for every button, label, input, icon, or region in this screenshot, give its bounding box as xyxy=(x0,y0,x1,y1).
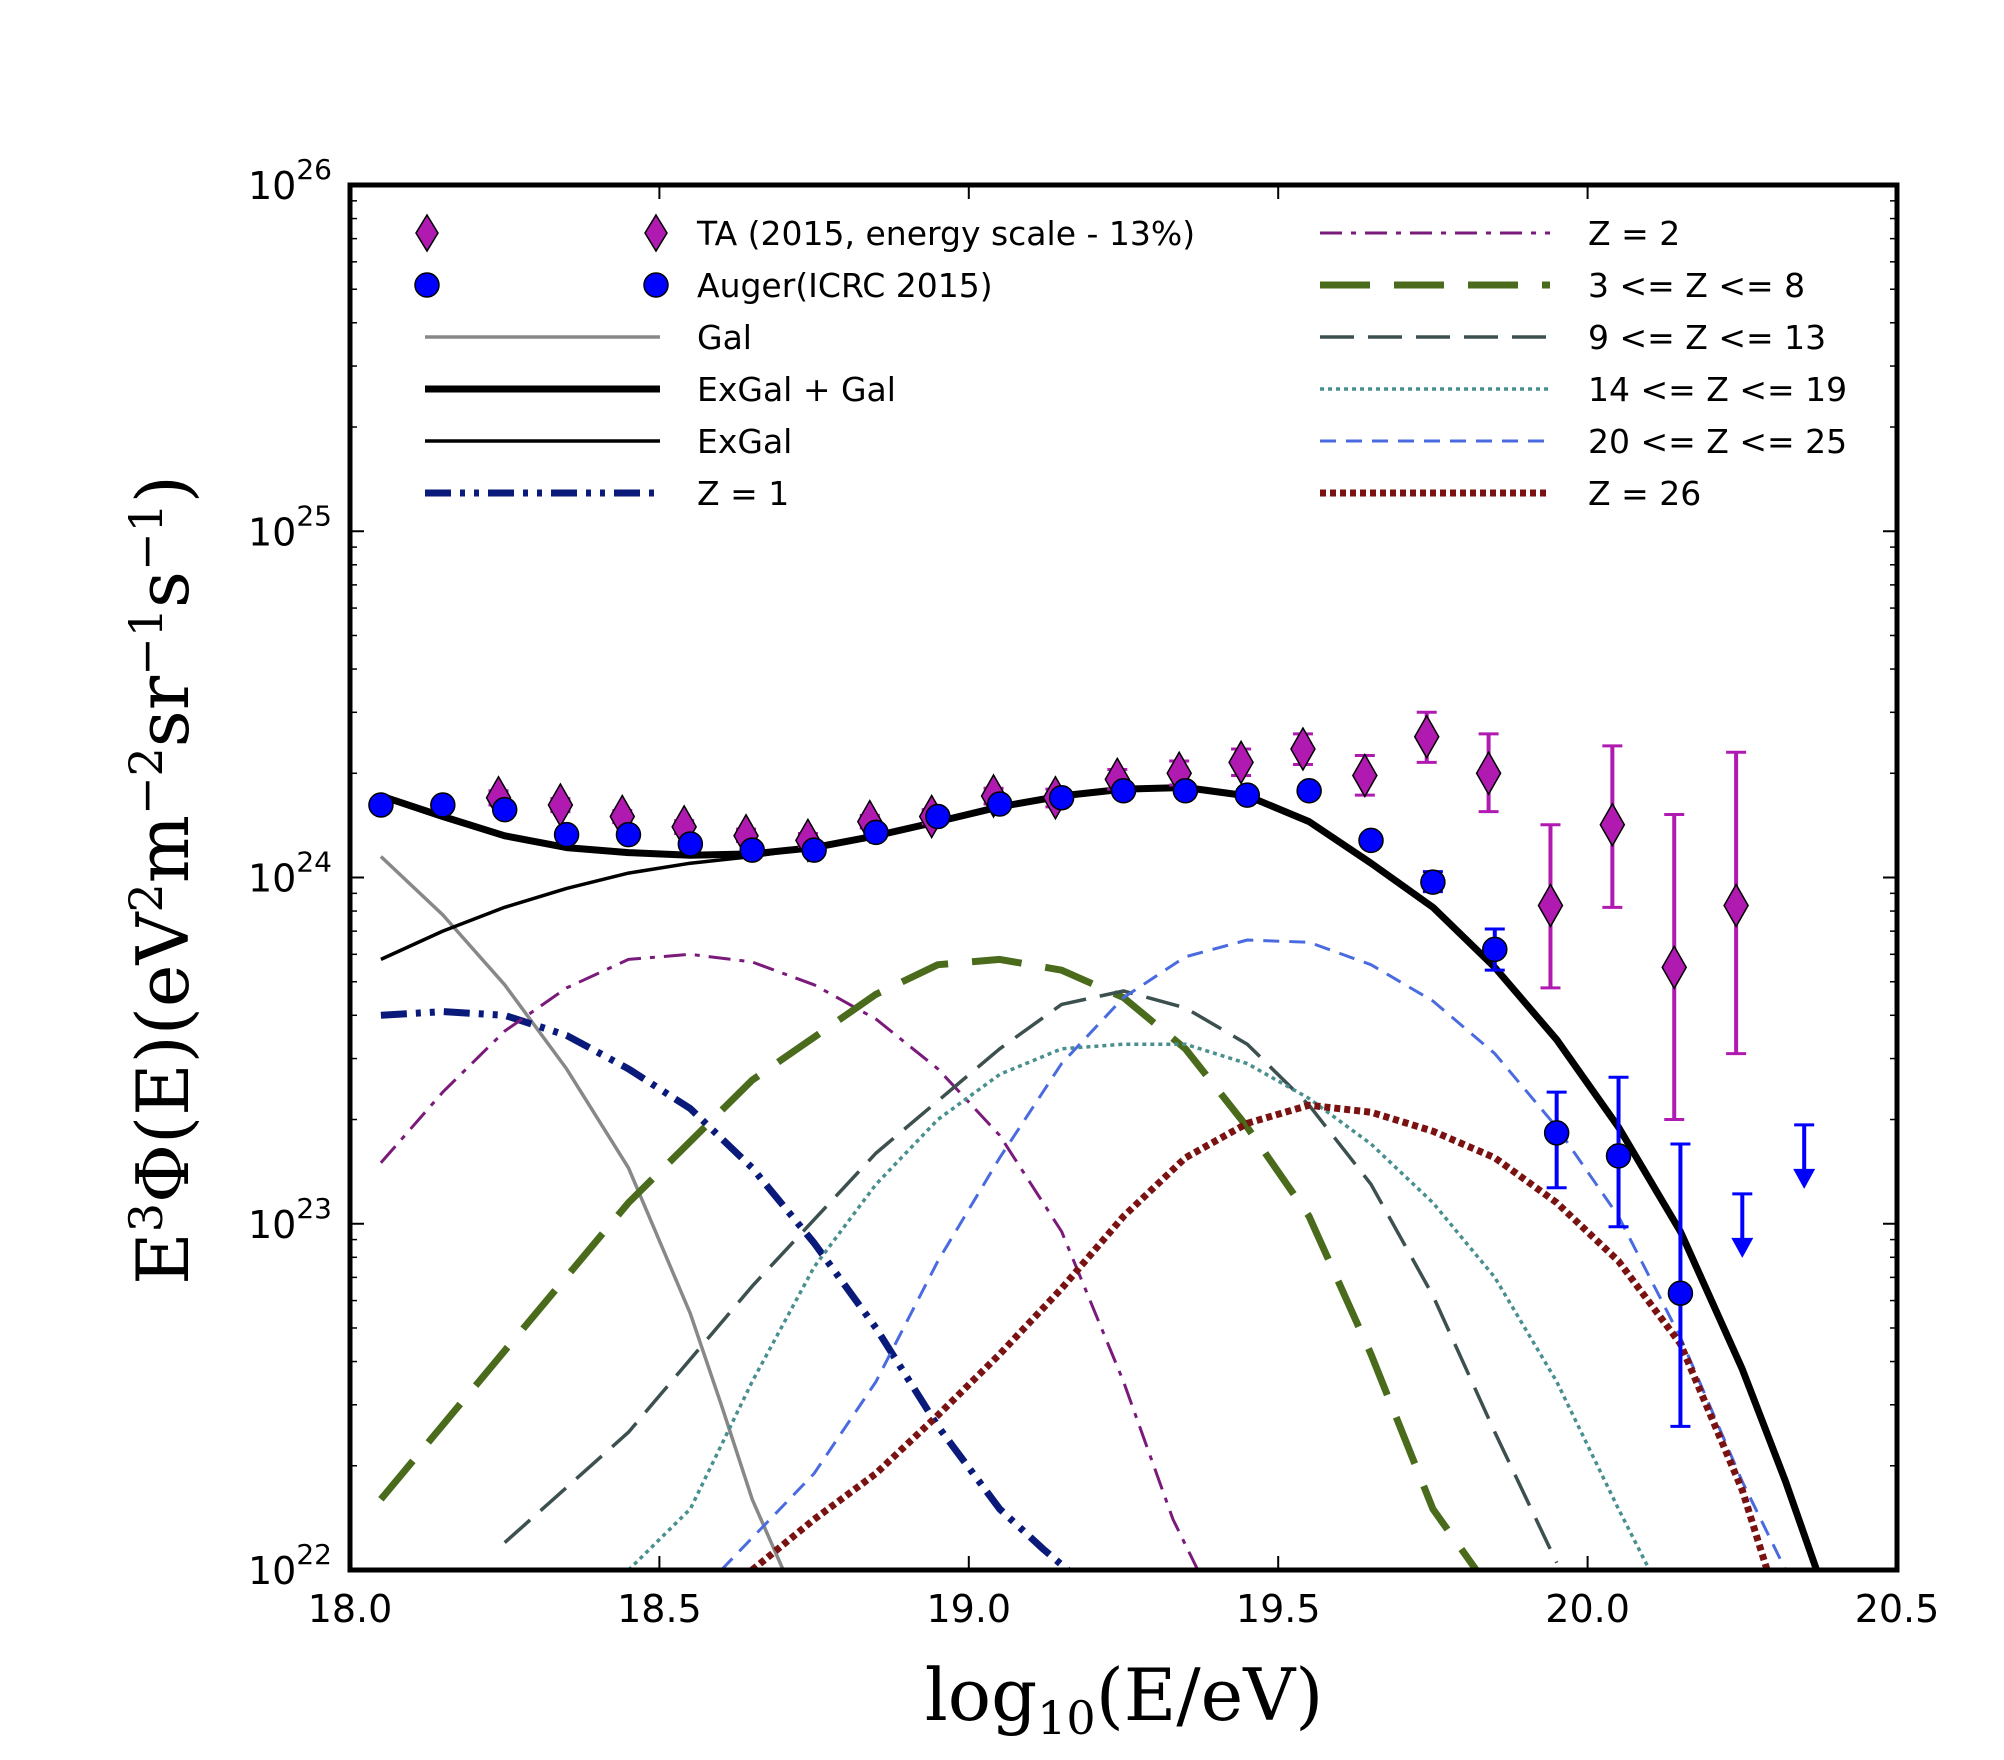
y-tick-label: 1022 xyxy=(248,1538,332,1593)
x-tick-label: 18.0 xyxy=(308,1587,393,1631)
auger-point xyxy=(553,821,580,848)
auger-point xyxy=(801,837,827,863)
x-tick-label: 19.0 xyxy=(926,1587,1011,1631)
x-tick-label: 20.5 xyxy=(1855,1587,1940,1631)
legend: TA (2015, energy scale - 13%) Auger(ICRC … xyxy=(414,213,1847,513)
series-line-gal xyxy=(379,855,785,1570)
auger-point xyxy=(491,796,518,823)
auger-point xyxy=(1048,784,1075,811)
legend-marker-ta xyxy=(415,213,439,253)
ta-point xyxy=(1413,714,1440,760)
series-line-z20_25 xyxy=(720,938,1787,1570)
y-tick-label: 1024 xyxy=(248,846,332,901)
series-line-z2 xyxy=(379,952,1200,1570)
legend-label-z3_8: 3 <= Z <= 8 xyxy=(1588,266,1805,305)
auger-point xyxy=(368,792,394,818)
ta-point xyxy=(1228,739,1254,785)
ta-point xyxy=(1661,944,1688,990)
legend-label-z1: Z = 1 xyxy=(697,474,789,513)
auger-point xyxy=(1482,936,1508,963)
auger-upper-limit-arrow xyxy=(1731,1237,1754,1258)
auger-point xyxy=(986,791,1013,817)
legend-label-gal: Gal xyxy=(697,318,752,357)
legend-label-z20_25: 20 <= Z <= 25 xyxy=(1588,422,1847,461)
legend-label-z14_19: 14 <= Z <= 19 xyxy=(1588,370,1847,409)
legend-label-ta: TA (2015, energy scale - 13%) xyxy=(696,214,1195,253)
legend-marker-ta xyxy=(644,213,668,253)
auger-point xyxy=(1234,782,1261,808)
auger-upper-limit-arrow xyxy=(1793,1168,1816,1189)
auger-point xyxy=(863,819,889,846)
auger-point xyxy=(739,837,765,863)
auger-point xyxy=(1296,778,1322,804)
x-tick-label: 19.5 xyxy=(1236,1587,1321,1631)
series-line-z3_8 xyxy=(378,955,1480,1570)
x-axis-title: log10(E/eV) xyxy=(925,1653,1324,1745)
y-tick-labels: 1022 1023 1024 1025 1026 xyxy=(248,153,332,1593)
ta-point xyxy=(1723,883,1749,929)
auger-point xyxy=(1110,778,1137,804)
series-line-z14_19 xyxy=(627,1042,1652,1570)
y-axis-title: E3Φ(E)(eV2m−2sr−1s−1) xyxy=(119,475,205,1285)
ta-point xyxy=(1290,726,1316,772)
legend-label-exgal: ExGal xyxy=(697,422,792,461)
x-tick-label: 18.5 xyxy=(617,1587,702,1631)
y-tick-label: 1023 xyxy=(248,1192,332,1247)
legend-label-z26: Z = 26 xyxy=(1588,474,1701,513)
series-line-z26 xyxy=(749,1101,1771,1570)
series-line-z9_13 xyxy=(503,989,1559,1564)
x-tick-labels: 18.0 18.5 19.0 19.5 20.0 20.5 xyxy=(308,1587,1940,1631)
legend-label-z2: Z = 2 xyxy=(1588,214,1680,253)
legend-marker-auger xyxy=(414,272,440,298)
ta-point xyxy=(1475,750,1502,796)
auger-point xyxy=(1420,869,1446,895)
ta-point xyxy=(1351,753,1378,799)
auger-point xyxy=(430,792,456,818)
ta-point xyxy=(1599,802,1626,848)
x-tick-label: 20.0 xyxy=(1545,1587,1630,1631)
auger-point xyxy=(1543,1120,1570,1146)
legend-label-exgal_gal: ExGal + Gal xyxy=(697,370,896,409)
auger-point xyxy=(925,803,951,830)
auger-point xyxy=(1667,1280,1694,1306)
ta-point xyxy=(1537,883,1564,929)
auger-point xyxy=(677,831,704,857)
y-tick-label: 1025 xyxy=(248,499,332,554)
legend-label-auger: Auger(ICRC 2015) xyxy=(697,266,993,305)
marker-layer xyxy=(368,710,1816,1428)
auger-point xyxy=(1172,778,1199,804)
auger-point xyxy=(1358,827,1384,854)
series-line-z1 xyxy=(380,1008,1071,1570)
plot-frame xyxy=(347,182,1900,1573)
auger-point xyxy=(1605,1143,1632,1169)
legend-label-z9_13: 9 <= Z <= 13 xyxy=(1588,318,1826,357)
y-tick-label: 1026 xyxy=(248,153,332,208)
legend-marker-auger xyxy=(643,272,669,298)
auger-point xyxy=(615,821,642,848)
